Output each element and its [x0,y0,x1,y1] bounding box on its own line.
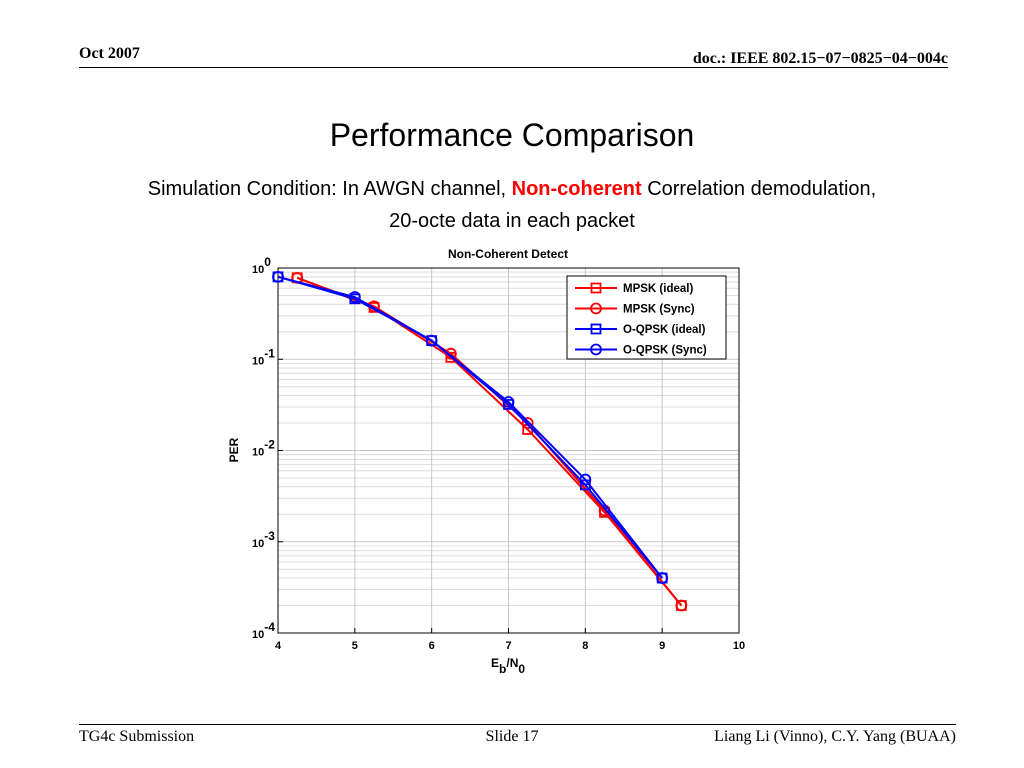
x-label-e: E [491,656,499,670]
series-line [277,275,663,579]
footer-slide-number: Slide 17 [485,728,539,745]
x-axis-ticks: 4 5 6 7 8 9 10 [275,628,745,652]
data-point [502,396,515,408]
legend-label: O-QPSK (ideal) [623,324,706,336]
legend-marker [590,323,602,335]
legend-box [566,275,727,360]
data-point [656,572,669,584]
x-label-sub-b: b [499,662,506,676]
slide-subtitle: Simulation Condition: In AWGN channel, N… [0,173,1024,237]
y-tick-label: 10-1 [252,346,275,367]
series-layer [272,270,688,612]
data-point [348,291,361,303]
subtitle-pre: Simulation Condition: In AWGN channel, [147,178,512,200]
x-label-sub-0: 0 [518,662,525,676]
footer-authors: Liang Li (Vinno), C.Y. Yang (BUAA) [714,728,956,745]
legend-entry: MPSK (Sync) [575,302,695,316]
subtitle-line-2: 20-octe data in each packet [389,210,635,232]
data-point [579,473,592,486]
legend: MPSK (ideal) MPSK (Sync) O-QPSK (ideal) O-Q… [566,275,727,360]
chart-title: Non-Coherent Detect [448,247,568,261]
y-tick-label: 10-2 [252,438,275,459]
legend-label: MPSK (ideal) [623,283,693,295]
y-tick-label: 10-3 [252,529,275,550]
slide-title: Performance Comparison [329,117,695,153]
data-point [675,599,688,612]
data-point [272,270,284,283]
header-date: Oct 2007 [79,45,140,62]
y-tick-label: 10-4 [252,620,275,641]
y-axis-label: PER [227,437,241,462]
legend-entry: O-QPSK (ideal) [575,323,706,336]
x-tick-label: 8 [582,640,588,652]
subtitle-emphasis: Non-coherent [511,178,642,200]
legend-marker [590,282,602,294]
legend-marker [590,343,602,356]
x-axis-label: Eb/N0 [491,656,525,676]
header-doc-id: doc.: IEEE 802.15−07−0825−04−004c [692,50,948,67]
data-point [425,334,438,347]
legend-label: O-QPSK (Sync) [623,345,707,357]
legend-label: MPSK (Sync) [623,304,695,316]
y-tick-label: 100 [252,255,271,276]
x-tick-label: 9 [659,640,665,652]
legend-entry: MPSK (ideal) [575,282,693,295]
x-tick-label: 7 [505,640,511,652]
series-o-qpsk-sync [272,270,669,584]
data-point [444,347,457,360]
legend-marker [590,302,602,315]
legend-entry: O-QPSK (Sync) [575,343,707,357]
footer-submission: TG4c Submission [79,728,195,745]
x-tick-label: 5 [352,640,358,652]
footer-rule [79,724,956,725]
y-axis-ticks: 100 10-1 10-2 10-3 10-4 [252,255,283,641]
x-label-slash-n: /N [506,656,518,670]
subtitle-post: Correlation demodulation, [641,178,877,200]
header-rule [79,67,948,68]
data-point [521,417,534,429]
subtitle-line-1: Simulation Condition: In AWGN channel, N… [0,173,1024,205]
x-tick-label: 6 [429,640,435,652]
x-tick-label: 10 [733,640,745,652]
x-tick-label: 4 [275,640,282,652]
